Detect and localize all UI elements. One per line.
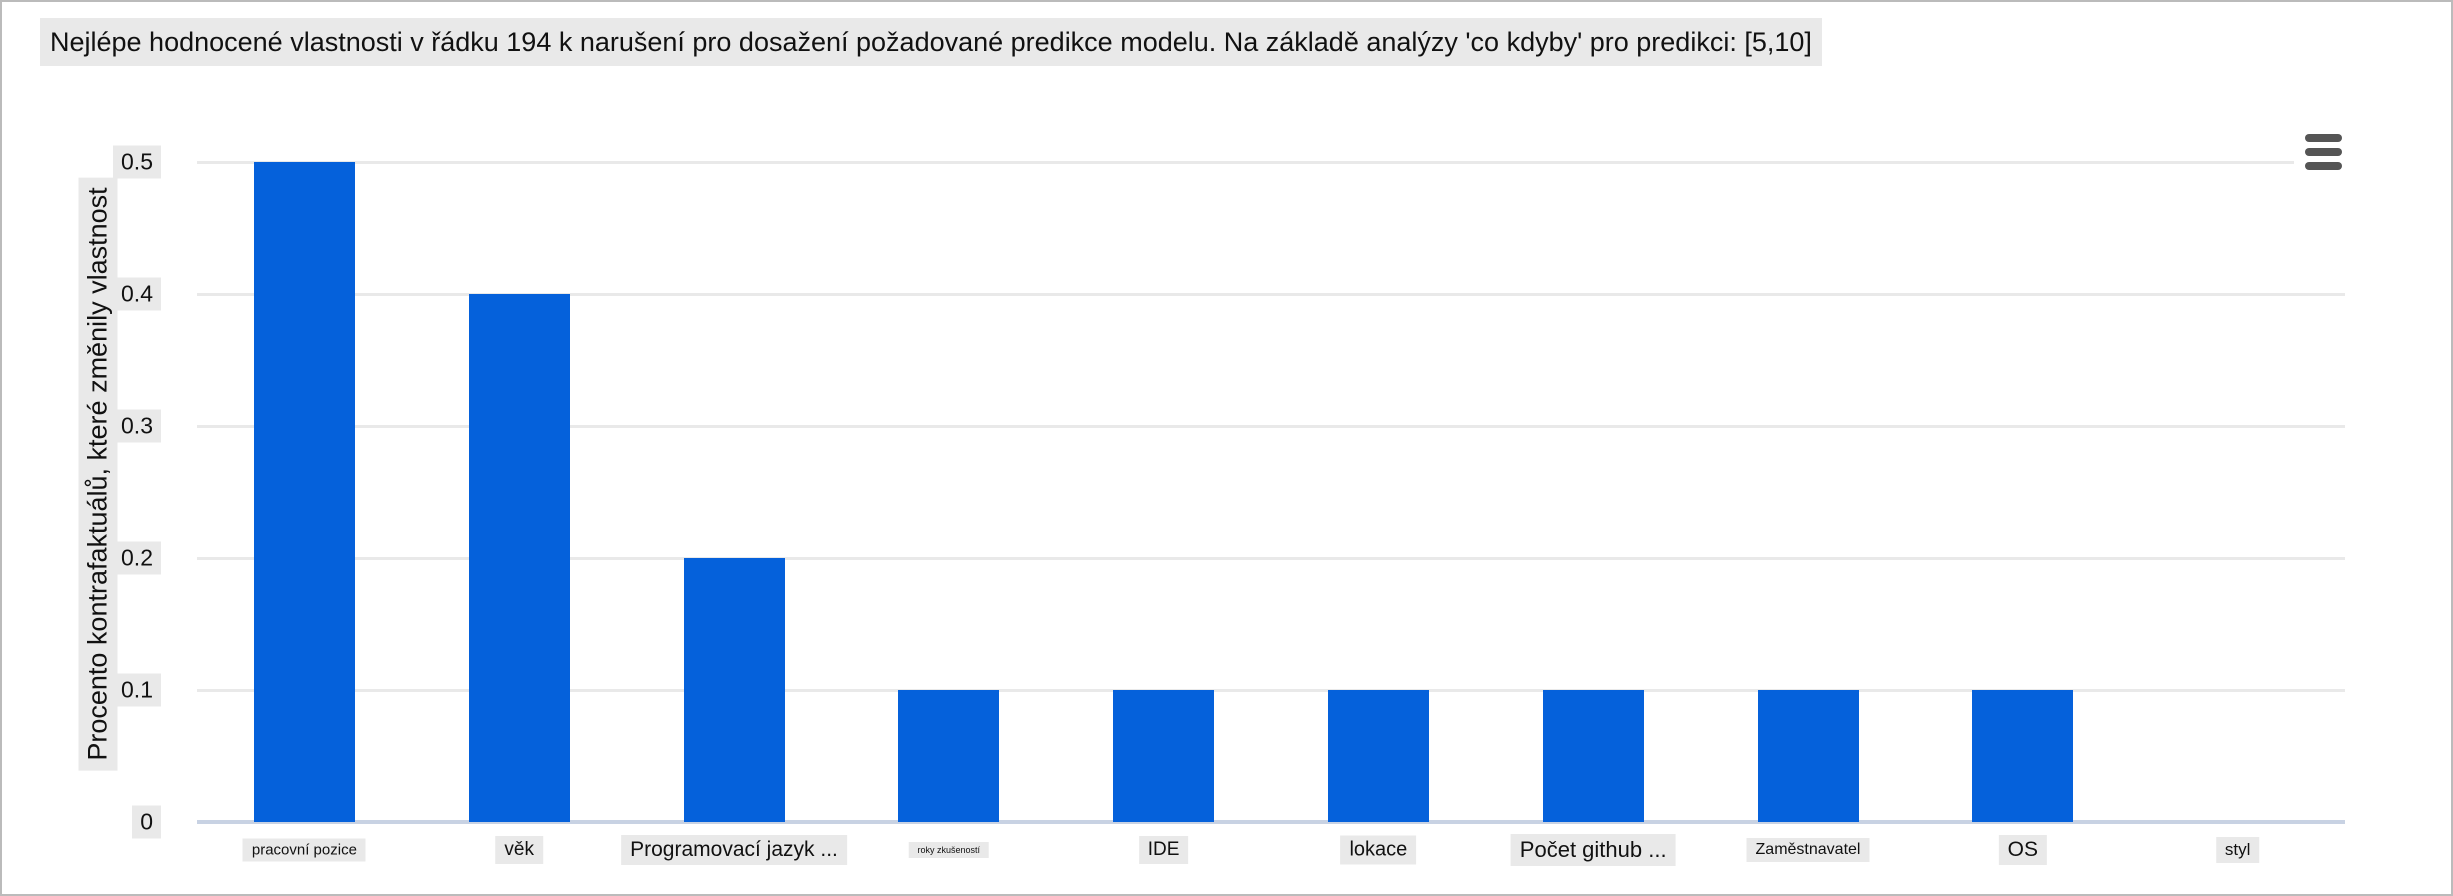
bar[interactable] bbox=[1113, 690, 1215, 822]
x-tick-label: pracovní pozice bbox=[242, 838, 366, 862]
x-tick-label: roky zkušeností bbox=[908, 842, 990, 858]
bar[interactable] bbox=[468, 294, 570, 822]
x-tick-label: styl bbox=[2215, 837, 2260, 863]
bar[interactable] bbox=[1972, 690, 2074, 822]
y-tick-label: 0.5 bbox=[113, 145, 161, 179]
hamburger-menu-icon bbox=[2304, 134, 2342, 142]
gridline bbox=[197, 556, 2345, 560]
x-tick-label: Programovací jazyk ... bbox=[621, 835, 847, 865]
y-tick-label: 0.2 bbox=[113, 541, 161, 575]
bar[interactable] bbox=[1757, 690, 1859, 822]
x-tick-label: Počet github ... bbox=[1510, 834, 1676, 866]
y-tick-label: 0.4 bbox=[113, 277, 161, 311]
bar[interactable] bbox=[683, 558, 785, 822]
y-tick-label: 0.3 bbox=[113, 409, 161, 443]
x-tick-label: věk bbox=[495, 836, 543, 864]
x-tick-label: Zaměstnavatel bbox=[1746, 838, 1870, 862]
gridline bbox=[197, 688, 2345, 692]
chart-title: Nejlépe hodnocené vlastnosti v řádku 194… bbox=[40, 18, 1822, 67]
x-tick-label: IDE bbox=[1138, 836, 1189, 864]
gridline bbox=[197, 160, 2345, 164]
bar[interactable] bbox=[1542, 690, 1644, 822]
bar[interactable] bbox=[1327, 690, 1429, 822]
x-tick-label: OS bbox=[1998, 835, 2047, 865]
x-tick-label: lokace bbox=[1340, 835, 1417, 865]
y-tick-label: 0.1 bbox=[113, 673, 161, 707]
hamburger-menu-icon bbox=[2304, 148, 2342, 156]
bar[interactable] bbox=[898, 690, 1000, 822]
gridline bbox=[197, 292, 2345, 296]
x-axis-line bbox=[197, 820, 2345, 824]
bar[interactable] bbox=[253, 162, 355, 822]
chart-menu-button[interactable] bbox=[2294, 124, 2352, 180]
hamburger-menu-icon bbox=[2304, 162, 2342, 170]
gridline bbox=[197, 424, 2345, 428]
y-tick-label: 0 bbox=[132, 805, 161, 839]
